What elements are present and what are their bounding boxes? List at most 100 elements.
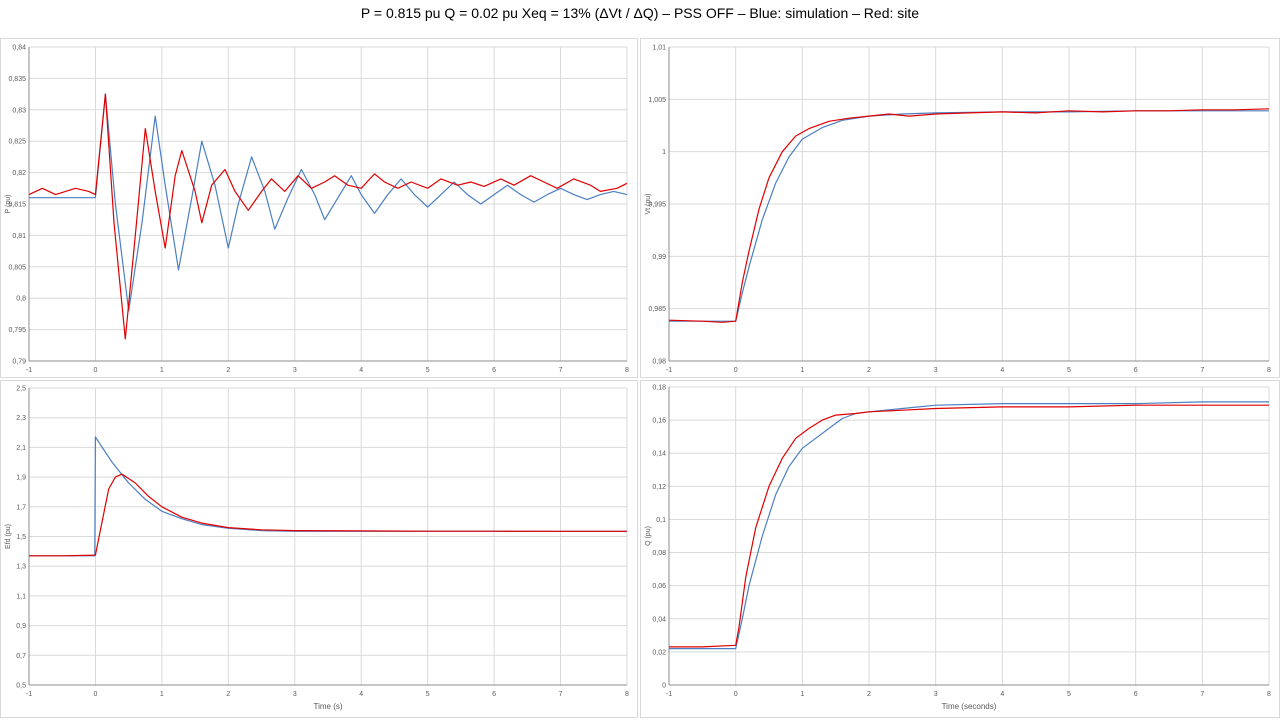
x-tick-label: 7	[559, 691, 563, 698]
y-tick-label: 0,14	[652, 451, 666, 458]
chart-vt: 0,98 0,985 0,99 0,995 1 1,005 1,01 -1 0 1 2 3 4 5 6 7 8 V…	[645, 45, 1271, 375]
x-tick-label: 2	[867, 691, 871, 698]
x-tick-label: 5	[1067, 367, 1071, 374]
y-tick-label: 0,16	[652, 418, 666, 425]
x-tick-label: 3	[934, 691, 938, 698]
y-tick-label: 0,12	[652, 484, 666, 491]
x-tick-label: -1	[26, 367, 32, 374]
y-tick-label: 0,79	[12, 359, 26, 366]
y-tick-label: 0,02	[652, 649, 666, 656]
x-tick-label: 6	[1134, 691, 1138, 698]
x-tick-label: 6	[492, 367, 496, 374]
x-tick-label: 3	[293, 691, 297, 698]
x-tick-label: 1	[800, 367, 804, 374]
series-line-site	[668, 108, 1270, 323]
x-tick-label: 6	[492, 691, 496, 698]
x-axis-label: Time (seconds)	[942, 702, 997, 711]
x-tick-label: 2	[226, 691, 230, 698]
x-tick-label: 0	[93, 691, 97, 698]
chart-q: 00,020,040,060,080,10,120,140,160,18-1 0 1…	[645, 385, 1271, 712]
y-tick-label: 2,1	[16, 445, 26, 452]
series-line-site	[29, 473, 627, 557]
y-tick-label: 0,7	[16, 653, 26, 660]
y-tick-label: 1,005	[648, 97, 666, 104]
chart-p: 0,79 0,795 0,8 0,805 0,81 0,815 0,82 0,825 0,83 0…	[5, 45, 629, 375]
x-tick-label: 4	[359, 367, 363, 374]
series-line-site	[669, 404, 1269, 648]
x-tick-label: 1	[800, 691, 804, 698]
x-tick-label: 5	[1067, 691, 1071, 698]
y-tick-label: 0,04	[652, 616, 666, 623]
chart-panel-vt: 0,98 0,985 0,99 0,995 1 1,005 1,01 -1 0 1 2 3 4 5 6 7 8 V…	[640, 38, 1280, 378]
y-tick-label: 0,83	[12, 107, 26, 114]
x-tick-label: 8	[1267, 367, 1271, 374]
y-tick-label: 2,5	[16, 386, 26, 393]
x-tick-label: 0	[93, 367, 97, 374]
x-tick-label: 3	[934, 367, 938, 374]
series-line-simulation	[29, 436, 627, 557]
y-tick-label: 0,825	[8, 139, 26, 146]
y-tick-label: 0,08	[652, 550, 666, 557]
y-tick-label: 1,1	[16, 593, 26, 600]
x-tick-label: 5	[426, 691, 430, 698]
y-tick-label: 0,84	[12, 45, 26, 52]
series-line-site	[28, 93, 628, 340]
x-tick-label: 4	[1000, 367, 1004, 374]
y-tick-label: 0,98	[652, 359, 666, 366]
y-axis-label: Q (pu)	[645, 526, 652, 546]
y-tick-label: 1	[662, 149, 666, 156]
chart-panel-efd: 0,5 0,7 0,9 1,1 1,3 1,5 1,7 1,9 2,1 2,3 2,5 -1 0 1 2 3 4…	[0, 380, 638, 718]
x-tick-label: 1	[160, 691, 164, 698]
x-tick-label: 8	[625, 367, 629, 374]
x-tick-label: 8	[625, 691, 629, 698]
y-tick-label: 0,985	[648, 306, 666, 313]
series-line-simulation	[669, 401, 1269, 650]
y-tick-label: 0,82	[12, 170, 26, 177]
y-tick-label: 1,7	[16, 504, 26, 511]
y-tick-label: 0,99	[652, 254, 666, 261]
y-tick-label: 0,835	[8, 76, 26, 83]
page-title: P = 0.815 pu Q = 0.02 pu Xeq = 13% (ΔVt …	[360, 5, 920, 21]
x-axis-label: Time (s)	[313, 702, 342, 711]
y-tick-label: 0,18	[652, 385, 666, 392]
chart-panel-p: 0,79 0,795 0,8 0,805 0,81 0,815 0,82 0,825 0,83 0…	[0, 38, 638, 378]
x-tick-label: 7	[1200, 691, 1204, 698]
y-tick-label: 1,9	[16, 475, 26, 482]
x-tick-label: 1	[160, 367, 164, 374]
y-tick-label: 0,795	[8, 327, 26, 334]
x-tick-label: 8	[1267, 691, 1271, 698]
y-tick-label: 0,81	[12, 233, 26, 240]
y-tick-label: 0,8	[16, 296, 26, 303]
y-tick-label: 0,815	[8, 202, 26, 209]
y-tick-label: 1,5	[16, 534, 26, 541]
x-tick-label: 2	[867, 367, 871, 374]
x-tick-label: 0	[734, 691, 738, 698]
y-tick-label: 0,06	[652, 583, 666, 590]
y-tick-label: 2,3	[16, 415, 26, 422]
x-tick-label: 6	[1134, 367, 1138, 374]
x-tick-label: 4	[359, 691, 363, 698]
y-tick-label: 0,805	[8, 264, 26, 271]
series-line-simulation	[29, 93, 628, 312]
y-tick-label: 1,3	[16, 564, 26, 571]
x-tick-label: -1	[26, 691, 32, 698]
y-tick-label: 0,5	[16, 683, 26, 690]
y-axis-label: Vt (pu)	[645, 193, 652, 214]
y-tick-label: 0,1	[656, 517, 666, 524]
y-tick-label: 0,9	[16, 623, 26, 630]
y-tick-label: 0,995	[648, 202, 666, 209]
x-tick-label: 3	[293, 367, 297, 374]
y-tick-label: 0	[662, 683, 666, 690]
x-tick-label: 4	[1000, 691, 1004, 698]
x-tick-label: 7	[559, 367, 563, 374]
x-tick-label: 2	[226, 367, 230, 374]
x-tick-label: 7	[1200, 367, 1204, 374]
y-axis-label: Efd (pu)	[5, 524, 12, 549]
chart-panel-q: 0 0,02 0,04 0,06 0,08 0,1 0,12 0,14 0,16 0,18 -1 0 1…	[640, 380, 1280, 718]
chart-efd: 0,5 0,7 0,9 1,1 1,3 1,5 1,7 1,9 2,1 2,3 2,5 -1 0 1 2 3 4…	[5, 386, 629, 712]
y-tick-label: 1,01	[652, 45, 666, 52]
x-tick-label: 0	[734, 367, 738, 374]
series-line-simulation	[669, 110, 1269, 322]
x-tick-label: -1	[666, 367, 672, 374]
x-tick-label: 5	[426, 367, 430, 374]
